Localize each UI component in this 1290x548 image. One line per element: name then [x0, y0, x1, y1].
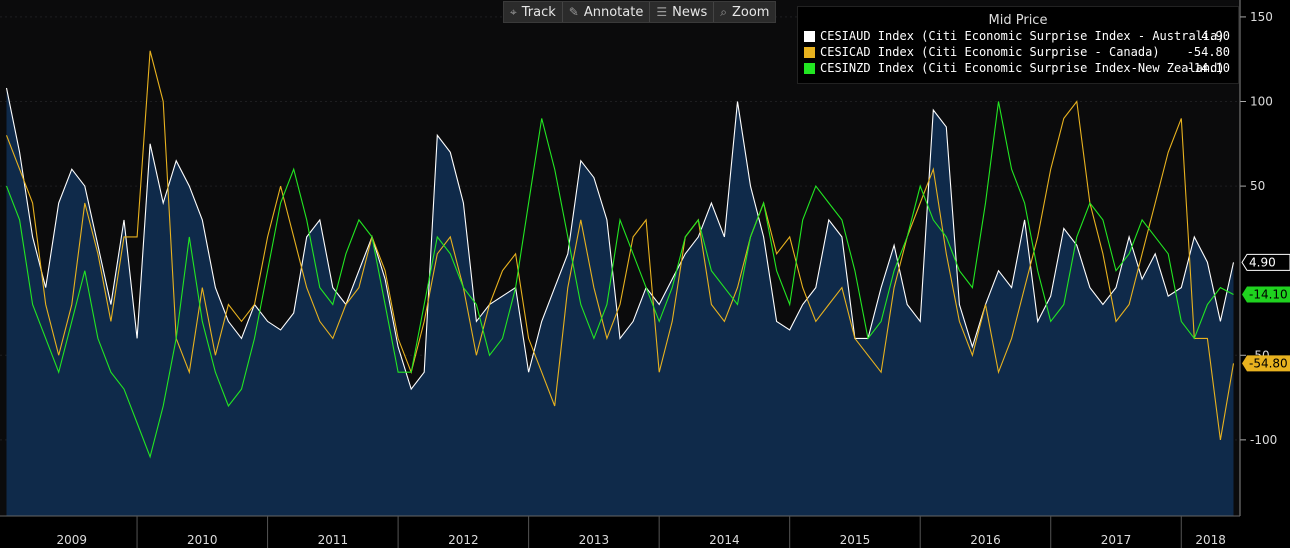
last-value-label: 4.90: [1241, 253, 1290, 271]
crosshair-icon: ⌖: [510, 4, 517, 19]
y-tick-label: 50: [1250, 179, 1265, 193]
news-icon: ☰: [656, 5, 668, 19]
x-axis-band: [0, 516, 1290, 548]
last-value-labels: 4.90 -14.10 -54.80: [1241, 253, 1290, 372]
legend-swatch-cad: [804, 47, 815, 58]
x-tick-label: 2012: [448, 533, 479, 547]
x-tick-label: 2015: [840, 533, 871, 547]
legend-entry-nzd[interactable]: CESINZD Index (Citi Economic Surprise In…: [798, 60, 1238, 76]
legend: Mid Price CESIAUD Index (Citi Economic S…: [797, 6, 1239, 84]
legend-entry-cad[interactable]: CESICAD Index (Citi Economic Surprise - …: [798, 44, 1238, 60]
x-tick-label: 2011: [318, 533, 349, 547]
zoom-button[interactable]: ⌕ Zoom: [714, 2, 775, 22]
track-button[interactable]: ⌖ Track: [504, 2, 563, 22]
legend-value-aud: 4.90: [1201, 29, 1230, 43]
series-line-0: [5, 87, 1235, 391]
magnifier-icon: ⌕: [720, 4, 727, 19]
last-value-text: -54.80: [1249, 356, 1288, 370]
chart-toolbar: ⌖ Track ✎ Annotate ☰ News ⌕ Zoom: [503, 1, 777, 23]
last-value-label: -14.10: [1242, 286, 1290, 303]
last-value-label: -54.80: [1242, 355, 1290, 372]
track-label: Track: [521, 4, 556, 20]
news-button[interactable]: ☰ News: [650, 2, 715, 22]
last-value-box: [1242, 355, 1290, 372]
legend-swatch-nzd: [804, 63, 815, 74]
legend-value-cad: -54.80: [1186, 45, 1230, 59]
series-area-0: [6, 88, 1234, 516]
legend-label-aud: CESIAUD Index (Citi Economic Surprise In…: [820, 29, 1225, 43]
series-layer: [5, 50, 1235, 516]
x-tick-label: 2014: [709, 533, 740, 547]
series-line-1: [5, 50, 1235, 440]
pencil-icon: ✎: [568, 5, 579, 19]
legend-title: Mid Price: [988, 13, 1048, 28]
x-tick-label: 2017: [1101, 533, 1132, 547]
annotate-label: Annotate: [583, 4, 644, 20]
legend-label-cad: CESICAD Index (Citi Economic Surprise - …: [820, 45, 1160, 59]
legend-value-nzd: -14.10: [1186, 61, 1230, 75]
y-tick-label: 150: [1250, 10, 1273, 24]
x-tick-label: 2018: [1195, 533, 1226, 547]
legend-swatch-aud: [804, 31, 815, 42]
y-tick-label: 100: [1250, 95, 1273, 109]
last-value-text: -14.10: [1249, 288, 1288, 302]
x-tick-label: 2013: [579, 533, 610, 547]
last-value-box: [1242, 286, 1290, 303]
annotate-button[interactable]: ✎ Annotate: [563, 2, 651, 22]
x-axis: 2009 2010 2011 2012 2013 2014 2015 2016 2017 2018: [0, 515, 1290, 548]
legend-label-nzd: CESINZD Index (Citi Economic Surprise In…: [820, 61, 1225, 75]
x-tick-label: 2009: [57, 533, 88, 547]
legend-entry-aud[interactable]: CESIAUD Index (Citi Economic Surprise In…: [798, 28, 1238, 44]
news-label: News: [672, 4, 708, 20]
series-line-2: [5, 101, 1234, 459]
x-tick-label: 2016: [970, 533, 1001, 547]
y-tick-label: -100: [1250, 433, 1277, 447]
zoom-label: Zoom: [731, 4, 770, 20]
x-tick-label: 2010: [187, 533, 218, 547]
last-value-box: [1241, 253, 1290, 271]
last-value-text: 4.90: [1249, 255, 1276, 269]
